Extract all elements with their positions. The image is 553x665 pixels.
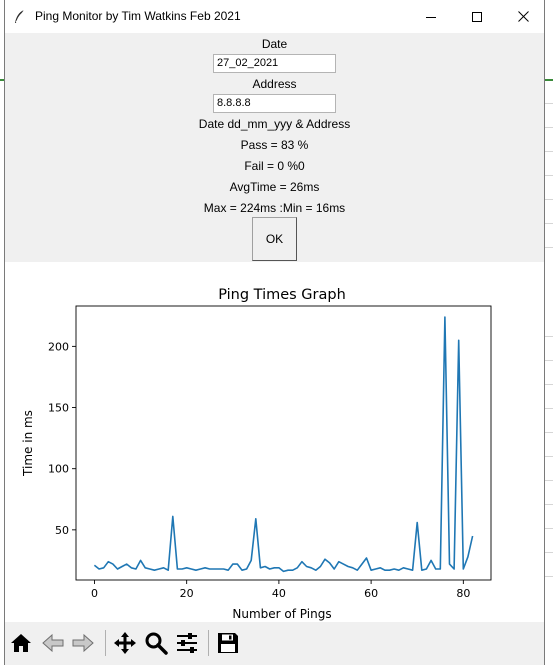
background-accent-line xyxy=(0,79,6,81)
maximize-icon xyxy=(472,11,482,22)
date-field[interactable]: 27_02_2021 xyxy=(213,54,336,73)
ping-times-chart[interactable]: Ping Times Graph 50 100 150 200 0 20 40 60 80 N… xyxy=(5,262,544,622)
toolbar-separator xyxy=(105,630,106,656)
close-button[interactable] xyxy=(500,0,546,33)
pan-icon xyxy=(114,632,136,654)
feather-icon xyxy=(13,9,27,25)
background-row-line xyxy=(545,336,553,337)
background-row-line xyxy=(545,103,553,104)
pass-stat: Pass = 83 % xyxy=(240,138,309,152)
maximize-button[interactable] xyxy=(454,0,500,33)
chart-title: Ping Times Graph xyxy=(218,287,346,303)
home-icon xyxy=(11,634,31,652)
avg-time-stat: AvgTime = 26ms xyxy=(229,180,320,194)
background-row-line xyxy=(545,528,553,529)
background-row-line xyxy=(545,175,553,176)
pan-button[interactable] xyxy=(111,629,139,657)
background-row-line xyxy=(545,552,553,553)
configure-subplots-button[interactable] xyxy=(173,629,201,657)
forward-button[interactable] xyxy=(69,629,97,657)
background-row-line xyxy=(545,432,553,433)
date-label: Date xyxy=(261,37,288,51)
back-button[interactable] xyxy=(39,629,67,657)
background-row-line xyxy=(545,408,553,409)
y-tick-label: 150 xyxy=(48,402,69,415)
x-tick-label: 0 xyxy=(91,587,98,600)
y-tick-label: 100 xyxy=(48,463,69,476)
save-icon xyxy=(218,633,238,653)
background-row-line xyxy=(545,384,553,385)
x-tick-label: 60 xyxy=(364,587,378,600)
background-window-strip xyxy=(545,0,553,665)
input-form: Date 27_02_2021 Address 8.8.8.8 Date dd_… xyxy=(5,33,544,262)
ping-monitor-window: Ping Monitor by Tim Watkins Feb 2021 Dat… xyxy=(4,0,545,665)
format-hint: Date dd_mm_yyy & Address xyxy=(198,117,351,131)
background-row-line xyxy=(545,223,553,224)
background-row-line xyxy=(545,504,553,505)
y-axis-label: Time in ms xyxy=(21,410,35,477)
series-group xyxy=(93,316,474,573)
x-tick-label: 20 xyxy=(180,587,194,600)
background-row-line xyxy=(545,151,553,152)
background-row-line xyxy=(545,576,553,577)
minimize-icon xyxy=(426,16,436,18)
address-field[interactable]: 8.8.8.8 xyxy=(213,94,336,113)
title-bar[interactable]: Ping Monitor by Tim Watkins Feb 2021 xyxy=(5,0,544,33)
background-row-line xyxy=(545,456,553,457)
window-title: Ping Monitor by Tim Watkins Feb 2021 xyxy=(35,9,241,23)
address-label: Address xyxy=(252,77,297,91)
plot-area: Ping Times Graph 50 100 150 200 0 20 40 60 80 N… xyxy=(5,262,544,622)
background-accent-line xyxy=(545,79,553,81)
ok-button[interactable]: OK xyxy=(252,217,297,261)
y-tick-label: 50 xyxy=(55,524,69,537)
back-icon xyxy=(42,633,64,653)
background-row-line xyxy=(545,360,553,361)
ping-time-series-line xyxy=(93,316,474,573)
background-row-line xyxy=(545,199,553,200)
y-tick-label: 200 xyxy=(48,340,69,353)
plot-frame xyxy=(75,305,492,581)
home-button[interactable] xyxy=(7,629,35,657)
toolbar-separator xyxy=(208,630,209,656)
x-axis-label: Number of Pings xyxy=(232,607,331,621)
save-button[interactable] xyxy=(214,629,242,657)
zoom-button[interactable] xyxy=(142,629,170,657)
y-axis-ticks: 50 100 150 200 xyxy=(48,340,76,537)
x-tick-label: 40 xyxy=(272,587,286,600)
navigation-toolbar xyxy=(5,622,544,665)
x-tick-label: 80 xyxy=(456,587,470,600)
forward-icon xyxy=(72,633,94,653)
fail-stat: Fail = 0 %0 xyxy=(244,159,305,173)
background-row-line xyxy=(545,127,553,128)
zoom-icon xyxy=(145,632,168,655)
configure-subplots-icon xyxy=(177,633,197,653)
close-icon xyxy=(517,11,529,22)
x-axis-ticks: 0 20 40 60 80 xyxy=(91,580,470,600)
background-row-line xyxy=(545,247,553,248)
max-min-stat: Max = 224ms :Min = 16ms xyxy=(203,201,346,215)
background-row-line xyxy=(545,480,553,481)
minimize-button[interactable] xyxy=(408,0,454,33)
